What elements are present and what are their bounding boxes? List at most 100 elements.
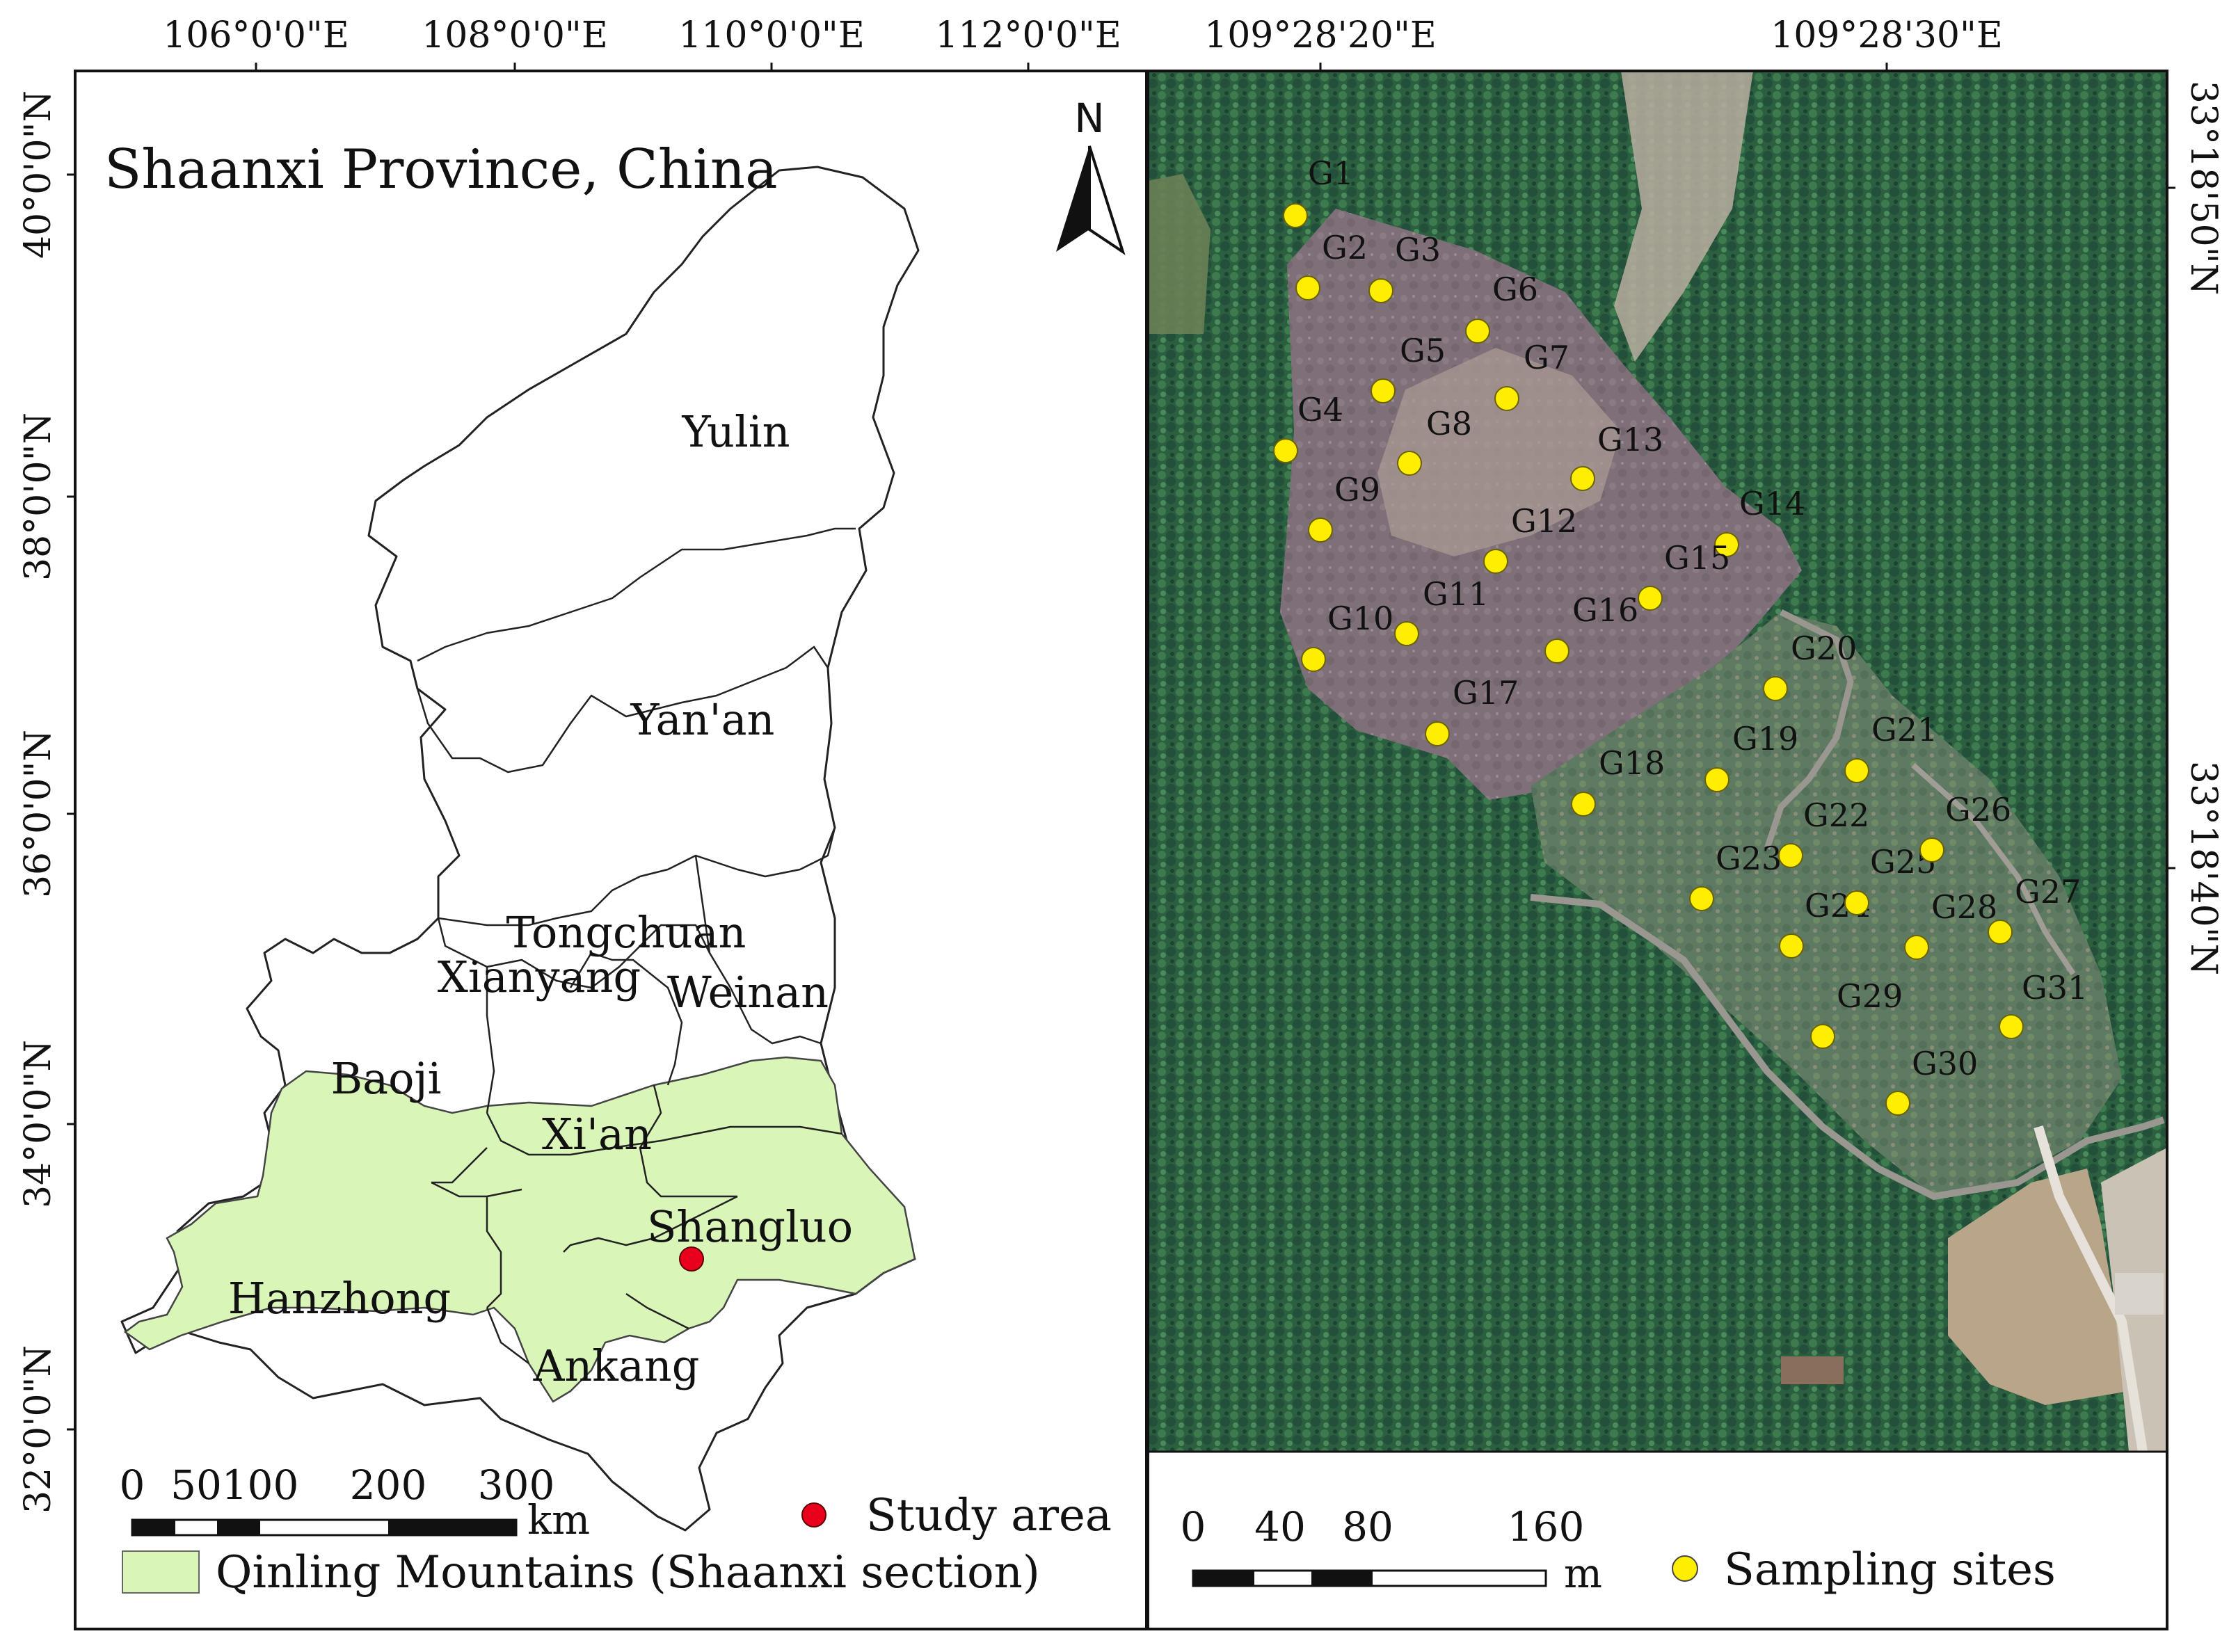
study-area-marker	[679, 1246, 704, 1272]
right-lon-label-20: 109°28'20"E	[1204, 15, 1437, 56]
right-map-frame	[1147, 70, 2168, 1630]
km-tick-100: 100	[222, 1461, 299, 1509]
site-label-g17: G17	[1453, 674, 1519, 712]
city-yanan: Yan'an	[630, 694, 775, 745]
north-arrow-icon: N	[1056, 95, 1126, 255]
site-marker-g12	[1483, 549, 1508, 574]
site-label-g15: G15	[1664, 539, 1730, 577]
site-label-g13: G13	[1597, 421, 1663, 458]
site-marker-g19	[1704, 767, 1729, 792]
site-marker-g13	[1570, 466, 1595, 491]
left-scale-bar: 0 50 100 200 300 km	[120, 1461, 591, 1543]
left-map-title: Shaanxi Province, China	[104, 138, 778, 201]
site-marker-g23	[1689, 886, 1714, 911]
site-marker-g30	[1885, 1091, 1910, 1116]
site-label-g16: G16	[1572, 591, 1638, 629]
km-tick-300: 300	[478, 1461, 555, 1509]
site-label-g10: G10	[1327, 600, 1393, 637]
right-lat-label-40: 33°18'40"N	[2182, 761, 2224, 975]
site-label-g22: G22	[1803, 796, 1869, 834]
site-marker-g11	[1394, 621, 1419, 646]
site-label-g27: G27	[2015, 873, 2081, 911]
site-label-g31: G31	[2022, 969, 2088, 1007]
right-lon-label-30: 109°28'30"E	[1771, 15, 2003, 56]
right-lat-label-50: 33°18'50"N	[2182, 81, 2224, 295]
site-label-g12: G12	[1511, 502, 1577, 540]
site-label-g26: G26	[1945, 791, 2011, 828]
site-label-g29: G29	[1837, 977, 1903, 1015]
lat-label-36: 36°0'0"N	[17, 730, 59, 898]
site-marker-g8	[1397, 451, 1422, 476]
site-label-g3: G3	[1395, 231, 1441, 268]
site-marker-g24	[1779, 933, 1804, 959]
m-unit: m	[1564, 1550, 1602, 1597]
site-marker-g31	[1999, 1014, 2024, 1039]
site-label-g20: G20	[1791, 629, 1857, 667]
site-label-g8: G8	[1426, 405, 1472, 442]
site-marker-g25	[1844, 890, 1869, 915]
site-marker-g15	[1638, 586, 1663, 611]
legend-qinling-swatch	[122, 1550, 200, 1594]
site-marker-g9	[1308, 518, 1333, 543]
lon-label-106: 106°0'0"E	[163, 15, 349, 56]
m-tick-160: 160	[1508, 1503, 1585, 1550]
site-marker-g7	[1494, 386, 1519, 411]
site-marker-g27	[1988, 920, 2013, 945]
site-marker-g29	[1810, 1024, 1835, 1049]
site-label-g2: G2	[1322, 229, 1368, 266]
site-label-g9: G9	[1334, 471, 1380, 508]
site-marker-g28	[1904, 935, 1929, 960]
legend-study-area-swatch	[801, 1502, 826, 1527]
km-tick-0: 0	[120, 1461, 145, 1509]
right-ticks	[1319, 63, 2175, 869]
qinling-region	[123, 1056, 916, 1403]
city-hanzhong: Hanzhong	[228, 1273, 452, 1324]
site-marker-g20	[1763, 676, 1788, 701]
legend-study-area-label: Study area	[866, 1490, 1112, 1541]
lat-label-34: 34°0'0"N	[17, 1040, 59, 1208]
site-label-g23: G23	[1716, 840, 1782, 877]
left-legend: Study area Qinling Mountains (Shaanxi se…	[122, 1490, 1112, 1598]
site-marker-g3	[1368, 278, 1393, 303]
site-label-g4: G4	[1297, 391, 1343, 428]
site-marker-g4	[1273, 438, 1298, 463]
site-marker-g16	[1544, 639, 1569, 664]
city-ankang: Ankang	[533, 1340, 700, 1391]
lat-label-40: 40°0'0"N	[17, 90, 59, 259]
city-weinan: Weinan	[667, 967, 829, 1018]
right-map-panel: 109°28'20"E 109°28'30"E 33°18'50"N 33°18…	[1147, 15, 2224, 1630]
site-label-g6: G6	[1492, 271, 1538, 308]
svg-text:N: N	[1074, 95, 1104, 142]
m-tick-40: 40	[1254, 1503, 1306, 1550]
site-label-g21: G21	[1871, 711, 1938, 748]
right-scale-bar: 0 40 80 160 m	[1181, 1503, 1602, 1597]
site-label-g30: G30	[1912, 1045, 1978, 1082]
city-shangluo: Shangluo	[647, 1201, 853, 1252]
site-label-g11: G11	[1423, 575, 1489, 613]
site-label-g14: G14	[1739, 485, 1805, 522]
km-tick-200: 200	[350, 1461, 427, 1509]
lon-label-112: 112°0'0"E	[935, 15, 1121, 56]
satellite-image	[1148, 71, 2167, 1452]
site-marker-g18	[1571, 792, 1596, 817]
city-baoji: Baoji	[331, 1053, 442, 1104]
site-label-g5: G5	[1400, 332, 1446, 369]
site-marker-g6	[1465, 319, 1490, 344]
legend-sampling-label: Sampling sites	[1724, 1544, 2056, 1596]
site-label-g1: G1	[1308, 154, 1354, 192]
left-map-panel: 106°0'0"E 108°0'0"E 110°0'0"E 112°0'0"E …	[17, 15, 1148, 1630]
m-tick-80: 80	[1342, 1503, 1393, 1550]
site-label-g19: G19	[1732, 720, 1798, 757]
site-marker-g14	[1714, 532, 1739, 557]
site-label-g7: G7	[1524, 339, 1569, 376]
site-label-g28: G28	[1931, 888, 1997, 926]
km-unit: km	[527, 1496, 590, 1543]
km-tick-50: 50	[170, 1461, 222, 1509]
lon-label-110: 110°0'0"E	[678, 15, 865, 56]
lat-label-38: 38°0'0"N	[17, 412, 59, 581]
city-tongchuan: Tongchuan	[506, 907, 746, 958]
site-label-g18: G18	[1599, 744, 1665, 782]
m-tick-0: 0	[1181, 1503, 1206, 1550]
site-marker-g21	[1844, 758, 1869, 783]
